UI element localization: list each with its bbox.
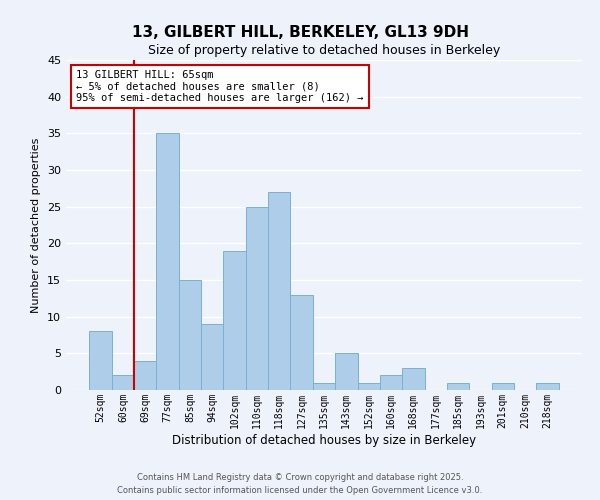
Bar (246, 206, 268, 390)
Text: 13, GILBERT HILL, BERKELEY, GL13 9DH: 13, GILBERT HILL, BERKELEY, GL13 9DH (131, 25, 469, 40)
Bar (447, 382, 469, 390)
Title: Size of property relative to detached houses in Berkeley: Size of property relative to detached ho… (148, 44, 500, 58)
Bar (536, 382, 559, 390)
Bar (201, 324, 223, 390)
Bar (134, 360, 157, 390)
Bar (268, 192, 290, 390)
Bar (112, 376, 134, 390)
Text: Contains HM Land Registry data © Crown copyright and database right 2025.
Contai: Contains HM Land Registry data © Crown c… (118, 474, 482, 495)
Y-axis label: Number of detached properties: Number of detached properties (31, 138, 41, 312)
Bar (223, 250, 246, 390)
Bar (313, 382, 335, 390)
Bar (380, 376, 402, 390)
Bar (89, 332, 112, 390)
Bar (358, 382, 380, 390)
Bar (402, 368, 425, 390)
Bar (179, 280, 201, 390)
X-axis label: Distribution of detached houses by size in Berkeley: Distribution of detached houses by size … (172, 434, 476, 446)
Text: 13 GILBERT HILL: 65sqm
← 5% of detached houses are smaller (8)
95% of semi-detac: 13 GILBERT HILL: 65sqm ← 5% of detached … (76, 70, 364, 103)
Bar (290, 294, 313, 390)
Bar (491, 382, 514, 390)
Bar (157, 134, 179, 390)
Bar (335, 354, 358, 390)
